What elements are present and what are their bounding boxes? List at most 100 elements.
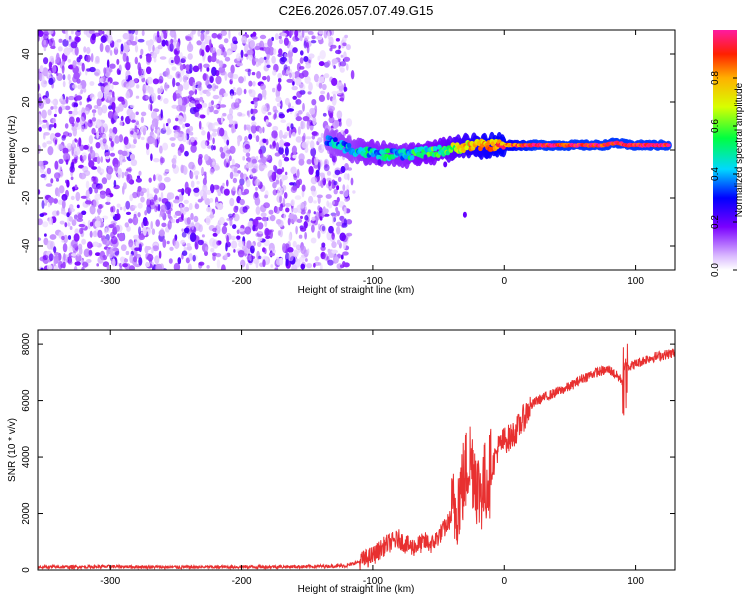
noise-speckle	[162, 71, 169, 77]
noise-speckle	[61, 194, 68, 201]
noise-speckle	[192, 65, 200, 73]
noise-speckle	[200, 32, 205, 42]
noise-speckle	[329, 112, 334, 119]
noise-speckle	[62, 74, 66, 81]
noise-speckle	[67, 235, 72, 240]
noise-speckle	[261, 216, 268, 222]
noise-speckle	[129, 194, 134, 202]
noise-speckle	[331, 215, 335, 224]
noise-speckle	[311, 190, 315, 195]
noise-speckle	[266, 64, 271, 69]
noise-speckle	[284, 97, 290, 106]
noise-speckle	[86, 68, 92, 72]
noise-speckle	[125, 200, 131, 210]
noise-speckle	[114, 163, 119, 172]
noise-speckle	[326, 170, 332, 176]
noise-speckle	[134, 44, 139, 53]
noise-speckle	[320, 90, 326, 95]
noise-speckle	[182, 123, 186, 129]
noise-speckle	[286, 78, 294, 83]
noise-speckle	[170, 218, 176, 224]
noise-speckle	[128, 79, 135, 88]
noise-speckle	[331, 200, 335, 205]
noise-speckle	[46, 240, 54, 250]
noise-speckle	[233, 205, 239, 213]
noise-speckle	[202, 177, 207, 186]
spectrogram-x-label: Height of straight line (km)	[298, 285, 415, 296]
noise-speckle	[62, 147, 69, 155]
noise-speckle	[207, 84, 212, 89]
noise-speckle	[311, 131, 318, 136]
noise-speckle	[313, 164, 320, 169]
noise-speckle	[334, 169, 341, 176]
noise-speckle	[254, 58, 259, 62]
noise-speckle	[123, 44, 130, 52]
noise-speckle	[283, 37, 289, 46]
noise-speckle	[273, 48, 277, 55]
trace-core	[403, 154, 409, 160]
noise-speckle	[167, 220, 172, 230]
noise-speckle	[240, 259, 246, 268]
noise-speckle	[223, 51, 227, 58]
noise-speckle	[285, 171, 288, 176]
noise-speckle	[337, 176, 342, 182]
noise-speckle	[160, 32, 164, 41]
noise-speckle	[247, 110, 251, 118]
noise-speckle	[292, 95, 298, 100]
noise-speckle	[266, 154, 271, 161]
noise-speckle	[232, 73, 239, 80]
noise-speckle	[83, 170, 91, 177]
noise-speckle	[79, 101, 82, 106]
noise-speckle	[59, 220, 65, 225]
noise-speckle	[331, 154, 337, 163]
noise-speckle	[132, 191, 138, 199]
noise-speckle	[80, 125, 85, 132]
noise-speckle	[281, 32, 287, 37]
noise-speckle	[313, 262, 316, 268]
noise-speckle	[271, 55, 276, 64]
noise-speckle	[168, 258, 173, 264]
noise-speckle	[285, 207, 290, 213]
noise-speckle	[287, 217, 291, 226]
noise-speckle	[76, 204, 80, 209]
noise-speckle	[300, 227, 307, 232]
noise-speckle	[73, 265, 78, 270]
noise-speckle	[272, 181, 277, 189]
noise-speckle	[116, 208, 120, 215]
noise-speckle	[166, 74, 173, 80]
noise-speckle	[301, 184, 306, 192]
noise-speckle	[336, 185, 340, 191]
noise-speckle	[283, 156, 290, 162]
noise-speckle	[206, 207, 212, 213]
noise-speckle	[277, 189, 282, 197]
noise-speckle	[102, 138, 107, 144]
noise-speckle	[99, 77, 104, 83]
noise-speckle	[208, 122, 215, 131]
noise-speckle	[328, 180, 332, 187]
noise-speckle	[342, 184, 346, 192]
noise-speckle	[73, 71, 80, 80]
noise-speckle	[238, 31, 244, 36]
noise-speckle	[68, 116, 75, 125]
noise-speckle	[187, 43, 194, 52]
noise-speckle	[275, 142, 280, 152]
noise-speckle	[172, 77, 176, 88]
noise-speckle	[119, 122, 124, 126]
x-tick-label: -300	[100, 276, 120, 287]
noise-speckle	[71, 219, 77, 227]
noise-speckle	[128, 179, 135, 185]
noise-speckle	[117, 168, 122, 175]
noise-speckle	[261, 104, 267, 115]
noise-speckle	[304, 75, 311, 84]
noise-speckle	[290, 30, 294, 36]
noise-speckle	[223, 38, 229, 44]
noise-speckle	[270, 264, 274, 268]
noise-speckle	[181, 228, 184, 232]
noise-speckle	[307, 91, 312, 95]
noise-speckle	[200, 41, 206, 51]
noise-speckle	[219, 216, 225, 225]
noise-speckle	[97, 209, 101, 215]
noise-speckle	[155, 263, 163, 270]
noise-speckle	[304, 215, 309, 221]
